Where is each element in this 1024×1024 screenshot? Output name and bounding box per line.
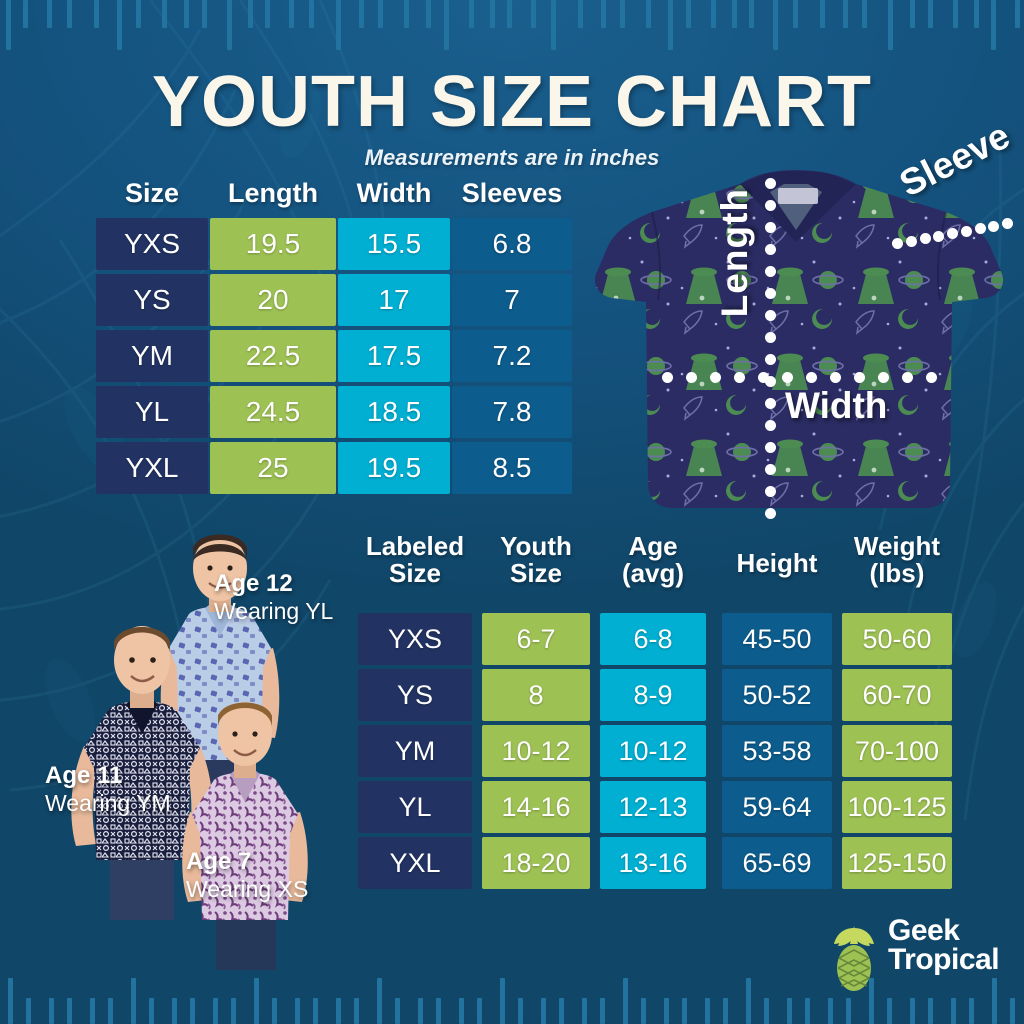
garment-table-cell-length: 19.5: [210, 218, 336, 270]
model-age-text: Age 11: [45, 762, 123, 789]
garment-table-row-label: YL: [96, 386, 208, 438]
garment-table-cell-width: 18.5: [338, 386, 450, 438]
fit-table-row-label: YM: [358, 725, 472, 777]
fit-table-cell-weight: 60-70: [842, 669, 952, 721]
fit-table-cell-height: 50-52: [722, 669, 832, 721]
fit-table-cell-youth_size: 10-12: [482, 725, 590, 777]
model-label-age-7: Age 7 Wearing XS: [186, 848, 308, 903]
fit-table-cell-weight: 125-150: [842, 837, 952, 889]
garment-table-header-length: Length: [228, 178, 318, 208]
model-wearing-text: Wearing YM: [45, 790, 171, 816]
model-age-text: Age 12: [214, 570, 293, 597]
garment-table-cell-sleeves: 7.2: [452, 330, 572, 382]
fit-table-cell-height: 59-64: [722, 781, 832, 833]
garment-table-cell-sleeves: 7.8: [452, 386, 572, 438]
garment-table-cell-length: 24.5: [210, 386, 336, 438]
fit-table-header-height: Height: [722, 550, 832, 577]
header-line-1: Age: [628, 531, 678, 561]
model-photo-age-7: [168, 700, 323, 970]
fit-table-cell-weight: 50-60: [842, 613, 952, 665]
garment-table-cell-sleeves: 8.5: [452, 442, 572, 494]
fit-table-header-weight: Weight (lbs): [842, 533, 952, 587]
garment-table-cell-length: 22.5: [210, 330, 336, 382]
fit-table-cell-youth_size: 18-20: [482, 837, 590, 889]
fit-table-row-label: YS: [358, 669, 472, 721]
garment-table-cell-width: 19.5: [338, 442, 450, 494]
header-line-1: Weight: [853, 531, 941, 561]
model-wearing-text: Wearing XS: [186, 876, 309, 902]
page-title: YOUTH SIZE CHART: [151, 62, 872, 142]
fit-table-row-label: YXS: [358, 613, 472, 665]
fit-table-cell-height: 45-50: [722, 613, 832, 665]
fit-table-row-label: YL: [358, 781, 472, 833]
fit-table-cell-age: 12-13: [600, 781, 706, 833]
header-line-1: Youth: [500, 531, 572, 561]
garment-table-cell-length: 25: [210, 442, 336, 494]
garment-table-cell-width: 15.5: [338, 218, 450, 270]
garment-table-header-width: Width: [356, 178, 432, 208]
garment-table-cell-width: 17.5: [338, 330, 450, 382]
fit-table-cell-height: 53-58: [722, 725, 832, 777]
garment-table-header-size: Size: [124, 178, 180, 208]
fit-table-cell-height: 65-69: [722, 837, 832, 889]
header-line-2: Size: [509, 557, 563, 588]
header-line-2: (lbs): [869, 557, 925, 588]
fit-table-header-youth_size: Youth Size: [482, 533, 590, 587]
fit-table-cell-youth_size: 8: [482, 669, 590, 721]
garment-table-row-label: YS: [96, 274, 208, 326]
header-line-2: (avg): [621, 557, 685, 588]
header-line-1: Labeled: [365, 531, 465, 561]
brand-logo: Geek Tropical: [828, 914, 1014, 992]
ruler-decoration-bottom: [0, 962, 1024, 1024]
garment-table-row-label: YM: [96, 330, 208, 382]
fit-table-cell-age: 13-16: [600, 837, 706, 889]
model-label-age-12: Age 12 Wearing YL: [214, 570, 333, 625]
fit-table-cell-youth_size: 14-16: [482, 781, 590, 833]
length-dimension-label: Length: [714, 188, 755, 318]
model-label-age-11: Age 11 Wearing YM: [45, 762, 171, 817]
fit-table-cell-weight: 70-100: [842, 725, 952, 777]
garment-table-cell-width: 17: [338, 274, 450, 326]
fit-table-header-labeled_size: Labeled Size: [358, 533, 472, 587]
fit-table-header-age: Age (avg): [600, 533, 706, 587]
width-dimension-label: Width: [785, 385, 888, 426]
garment-table-cell-length: 20: [210, 274, 336, 326]
brand-logo-text: Geek Tropical: [888, 914, 1000, 977]
fit-table-cell-age: 8-9: [600, 669, 706, 721]
garment-table-row-label: YXS: [96, 218, 208, 270]
header-line-2: Size: [388, 557, 442, 588]
shirt-diagram: [590, 168, 1024, 520]
garment-table-header-sleeves: Sleeves: [461, 178, 563, 208]
logo-line-2: Tropical: [888, 943, 1000, 977]
model-age-text: Age 7: [186, 848, 252, 875]
fit-table-cell-youth_size: 6-7: [482, 613, 590, 665]
header-line-1: Height: [736, 548, 818, 578]
fit-table-cell-weight: 100-125: [842, 781, 952, 833]
pineapple-icon: [828, 922, 880, 997]
page-subtitle: Measurements are in inches: [364, 145, 660, 170]
fit-table-cell-age: 10-12: [600, 725, 706, 777]
fit-table-row-label: YXL: [358, 837, 472, 889]
garment-table-row-label: YXL: [96, 442, 208, 494]
ruler-decoration-top: [0, 0, 1024, 62]
fit-table-cell-age: 6-8: [600, 613, 706, 665]
model-wearing-text: Wearing YL: [214, 598, 334, 624]
garment-table-cell-sleeves: 7: [452, 274, 572, 326]
garment-table-cell-sleeves: 6.8: [452, 218, 572, 270]
logo-line-1: Geek: [888, 914, 960, 947]
